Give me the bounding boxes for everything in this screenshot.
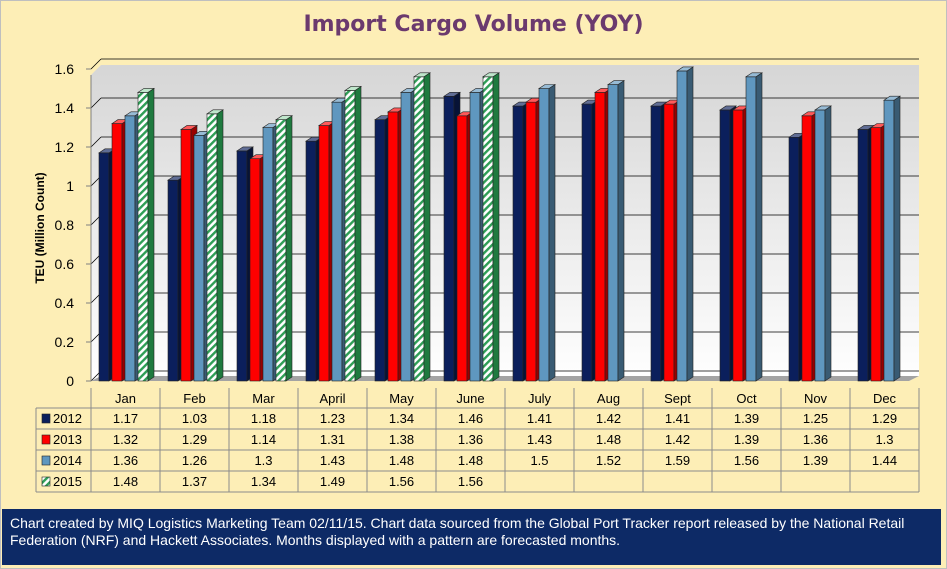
legend-key-2014 [41, 455, 51, 466]
data-label: 1.03 [182, 411, 207, 426]
y-tick-label: 1.2 [55, 139, 75, 155]
bar-2014-july [538, 83, 556, 382]
y-tick-label: 1.4 [55, 100, 75, 116]
data-label: 1.37 [182, 474, 207, 489]
x-tick-label: June [456, 391, 484, 406]
y-tick-label: 1.6 [55, 61, 75, 77]
gridline [90, 136, 102, 148]
data-label: 1.36 [458, 432, 483, 447]
plot-floor [91, 376, 919, 381]
bar-2015-april [344, 85, 362, 382]
data-label: 1.56 [734, 453, 759, 468]
x-tick-label: May [389, 391, 414, 406]
x-tick-label: Sept [664, 391, 691, 406]
bar-2015-mar [275, 115, 293, 382]
data-label: 1.48 [113, 474, 138, 489]
footer-note: Chart created by MIQ Logistics Marketing… [2, 509, 941, 565]
chart-title: Import Cargo Volume (YOY) [303, 12, 644, 37]
data-label: 1.48 [596, 432, 621, 447]
bar-2014-oct [745, 72, 763, 382]
data-label: 1.18 [251, 411, 276, 426]
legend-key-2012 [41, 413, 51, 424]
y-tick-label: 0.6 [55, 256, 75, 272]
data-label: 1.23 [320, 411, 345, 426]
x-tick-label: Feb [183, 391, 205, 406]
y-tick-label: 0 [66, 373, 74, 389]
data-label: 1.34 [389, 411, 414, 426]
bar-2014-sept [676, 66, 694, 382]
y-tick-label: 0.2 [55, 334, 75, 350]
data-label: 1.34 [251, 474, 276, 489]
bar-2014-aug [607, 80, 625, 382]
data-label: 1.17 [113, 411, 138, 426]
data-label: 1.43 [320, 453, 345, 468]
gridline [90, 58, 102, 70]
x-tick-label: July [528, 391, 552, 406]
data-label: 1.49 [320, 474, 345, 489]
bar-2015-june [482, 72, 500, 382]
x-tick-label: Aug [597, 391, 620, 406]
data-label: 1.36 [803, 432, 828, 447]
data-label: 1.39 [734, 411, 759, 426]
data-label: 1.48 [458, 453, 483, 468]
legend-key-2013 [41, 434, 51, 445]
bar-2014-nov [814, 105, 832, 382]
x-tick-label: Nov [804, 391, 828, 406]
gridline [90, 97, 102, 109]
x-tick-label: Dec [873, 391, 897, 406]
x-tick-label: Mar [252, 391, 275, 406]
data-label: 1.41 [665, 411, 690, 426]
legend-label: 2015 [53, 474, 82, 489]
data-label: 1.36 [113, 453, 138, 468]
data-label: 1.31 [320, 432, 345, 447]
data-label: 1.3 [254, 453, 272, 468]
data-label: 1.3 [875, 432, 893, 447]
x-tick-label: Oct [736, 391, 757, 406]
data-label: 1.39 [734, 432, 759, 447]
data-label: 1.56 [458, 474, 483, 489]
data-label: 1.25 [803, 411, 828, 426]
chart-canvas: 0 0.2 0.4 0.6 0.8 1 1.2 1.4 1.6 TEU (Million Cou… [33, 58, 920, 493]
bar-2015-feb [206, 109, 224, 382]
bar-2015-jan [137, 87, 155, 382]
data-label: 1.59 [665, 453, 690, 468]
data-label: 1.42 [665, 432, 690, 447]
bar-2014-dec [883, 95, 901, 382]
data-label: 1.48 [389, 453, 414, 468]
data-label: 1.56 [389, 474, 414, 489]
data-label: 1.32 [113, 432, 138, 447]
data-label: 1.52 [596, 453, 621, 468]
data-label: 1.41 [527, 411, 552, 426]
data-label: 1.26 [182, 453, 207, 468]
y-axis-label: TEU (Million Count) [33, 172, 47, 283]
y-tick-label: 0.4 [55, 295, 75, 311]
data-label: 1.46 [458, 411, 483, 426]
data-label: 1.5 [530, 453, 548, 468]
data-label: 1.14 [251, 432, 276, 447]
y-tick-label: 1 [66, 178, 74, 194]
bar-2015-may [413, 72, 431, 382]
x-tick-label: Jan [115, 391, 136, 406]
legend-label: 2013 [53, 432, 82, 447]
data-label: 1.44 [872, 453, 897, 468]
data-label: 1.38 [389, 432, 414, 447]
legend-key-2015 [41, 476, 51, 487]
x-tick-label: April [319, 391, 345, 406]
plot-wall [91, 65, 919, 381]
data-label: 1.39 [803, 453, 828, 468]
data-label: 1.42 [596, 411, 621, 426]
data-label: 1.43 [527, 432, 552, 447]
data-label: 1.29 [872, 411, 897, 426]
legend-label: 2012 [53, 411, 82, 426]
data-label: 1.29 [182, 432, 207, 447]
legend-label: 2014 [53, 453, 82, 468]
y-tick-label: 0.8 [55, 217, 75, 233]
